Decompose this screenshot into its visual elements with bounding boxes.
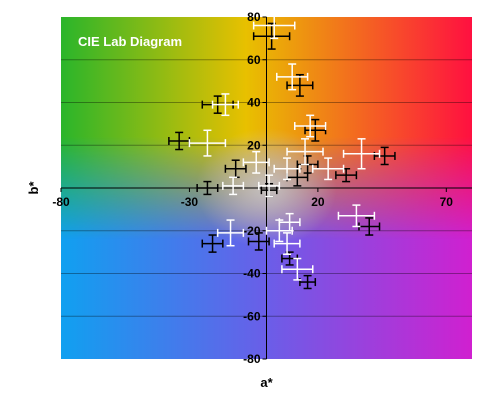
data-point [222,176,245,196]
y-axis-label: b* [26,181,41,195]
data-point [276,63,309,91]
x-tick-label: -30 [181,195,199,209]
data-point [258,174,281,198]
data-point [273,232,301,256]
data-point [311,157,345,181]
tick-labels: -80 -60 -40 -20 20 40 60 80 -80 -30 20 70 [52,10,453,366]
y-tick-label: -60 [243,309,261,323]
data-point [278,212,301,232]
data-point [273,157,301,181]
data-point [304,118,327,142]
data-point [299,274,317,290]
y-tick-label: 80 [247,10,261,24]
data-point [373,146,396,166]
data-points [168,11,396,290]
data-point [335,168,358,183]
axes [60,16,472,360]
data-point [188,129,227,157]
data-point [252,11,296,40]
data-point [224,159,247,179]
y-tick-label: 60 [247,53,261,67]
data-point [168,131,191,151]
y-tick-label: 20 [247,138,261,152]
y-tick-label: -20 [243,224,261,238]
data-point [196,180,219,196]
data-point [211,93,239,117]
x-tick-label: -80 [52,195,70,209]
y-tick-label: -80 [243,352,261,366]
data-point [216,219,245,247]
data-point [201,234,224,253]
data-point [242,150,270,174]
data-point [281,257,314,281]
data-point [294,114,327,138]
y-tick-label: 40 [247,96,261,110]
x-axis-label: a* [260,375,273,390]
data-point [247,232,270,251]
y-tick-label: -40 [243,267,261,281]
data-point [342,138,381,170]
data-point [286,73,314,97]
x-tick-label: 20 [311,195,325,209]
data-point [286,138,324,166]
chart-title: CIE Lab Diagram [78,34,182,49]
data-point [337,204,376,228]
x-tick-label: 70 [440,195,454,209]
